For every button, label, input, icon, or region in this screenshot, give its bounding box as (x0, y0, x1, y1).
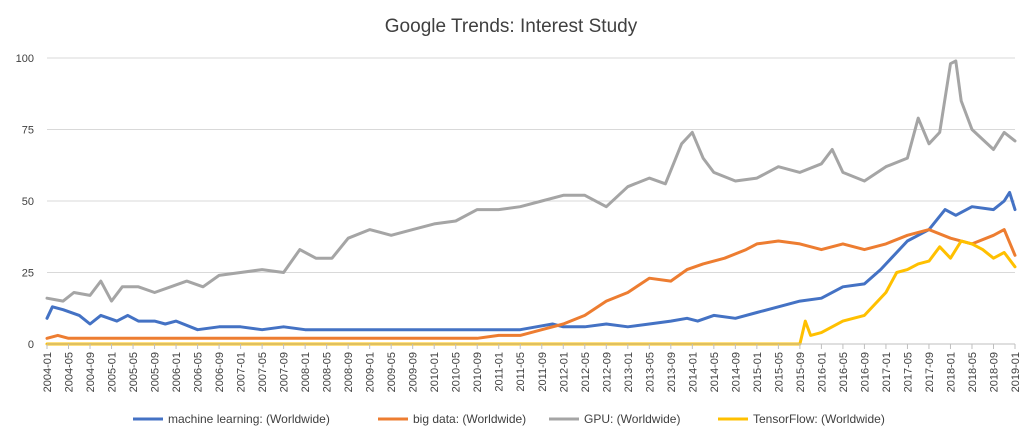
x-tick-label: 2013-09 (666, 352, 678, 392)
x-tick-label: 2016-05 (838, 352, 850, 392)
x-tick-label: 2005-01 (107, 352, 119, 392)
x-tick-label: 2011-01 (494, 352, 506, 392)
x-tick-label: 2009-01 (365, 352, 377, 392)
x-tick-label: 2017-01 (881, 352, 893, 392)
y-tick-label: 50 (22, 196, 34, 208)
x-tick-label: 2006-05 (193, 352, 205, 392)
legend-label: GPU: (Worldwide) (584, 412, 680, 426)
x-tick-label: 2019-01 (1010, 352, 1022, 392)
x-tick-label: 2012-09 (601, 352, 613, 392)
x-tick-label: 2006-01 (171, 352, 183, 392)
x-tick-label: 2014-09 (730, 352, 742, 392)
x-tick-label: 2008-01 (300, 352, 312, 392)
x-tick-label: 2015-01 (752, 352, 764, 392)
series-line-1 (45, 228, 1017, 340)
x-tick-label: 2008-05 (322, 352, 334, 392)
x-tick-label: 2009-05 (386, 352, 398, 392)
x-tick-label: 2016-09 (859, 352, 871, 392)
x-tick-label: 2014-05 (709, 352, 721, 392)
x-tick-label: 2007-09 (279, 352, 291, 392)
y-tick-label: 75 (22, 125, 34, 137)
x-tick-label: 2011-05 (515, 352, 527, 392)
x-tick-label: 2013-05 (644, 352, 656, 392)
x-tick-label: 2010-01 (429, 352, 441, 392)
x-tick-label: 2008-09 (343, 352, 355, 392)
x-tick-label: 2005-05 (128, 352, 140, 392)
series-lines (45, 59, 1017, 346)
y-tick-label: 25 (22, 268, 34, 280)
x-tick-label: 2005-09 (150, 352, 162, 392)
legend: machine learning: (Worldwide) big data: (… (133, 412, 885, 426)
x-tick-label: 2014-01 (687, 352, 699, 392)
x-tick-label: 2011-09 (537, 352, 549, 392)
series-line-0 (45, 190, 1017, 332)
legend-label: machine learning: (Worldwide) (168, 412, 330, 426)
x-tick-label: 2013-01 (623, 352, 635, 392)
x-tick-label: 2016-01 (816, 352, 828, 392)
series-line-2 (45, 59, 1017, 303)
y-tick-label: 0 (28, 339, 34, 351)
series-line-3 (45, 239, 1017, 346)
x-tick-label: 2004-01 (42, 352, 54, 392)
x-tick-label: 2007-05 (257, 352, 269, 392)
x-tick-label: 2012-05 (580, 352, 592, 392)
x-tick-label: 2004-09 (85, 352, 97, 392)
legend-label: big data: (Worldwide) (413, 412, 526, 426)
gridlines (47, 57, 1015, 273)
x-tick-label: 2015-05 (773, 352, 785, 392)
x-tick-label: 2006-09 (214, 352, 226, 392)
legend-label: TensorFlow: (Worldwide) (753, 412, 885, 426)
x-tick-label: 2017-09 (924, 352, 936, 392)
axes: 0 25 50 75 100 2004-01 2004-05 2004-09 2005-01 20… (16, 53, 1022, 392)
x-tick-label: 2018-01 (945, 352, 957, 392)
x-tick-label: 2018-09 (988, 352, 1000, 392)
x-tick-label: 2015-09 (795, 352, 807, 392)
y-tick-label: 100 (16, 53, 34, 65)
x-tick-label: 2012-01 (558, 352, 570, 392)
x-tick-label: 2017-05 (902, 352, 914, 392)
x-tick-label: 2007-01 (236, 352, 248, 392)
x-tick-label: 2004-05 (64, 352, 76, 392)
x-tick-label: 2018-05 (967, 352, 979, 392)
x-tick-label: 2009-09 (408, 352, 420, 392)
x-tick-label: 2010-05 (451, 352, 463, 392)
chart-title: Google Trends: Interest Study (385, 16, 638, 37)
x-tick-label: 2010-09 (472, 352, 484, 392)
